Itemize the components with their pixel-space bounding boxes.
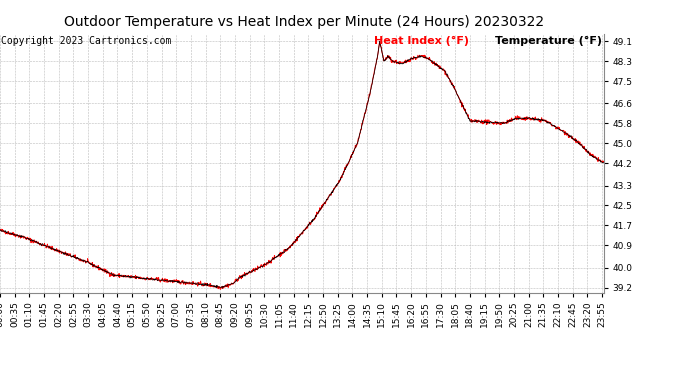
Text: Heat Index (°F): Heat Index (°F) [374, 36, 469, 46]
Text: Outdoor Temperature vs Heat Index per Minute (24 Hours) 20230322: Outdoor Temperature vs Heat Index per Mi… [63, 15, 544, 29]
Text: Temperature (°F): Temperature (°F) [495, 36, 602, 46]
Text: Copyright 2023 Cartronics.com: Copyright 2023 Cartronics.com [1, 36, 171, 46]
